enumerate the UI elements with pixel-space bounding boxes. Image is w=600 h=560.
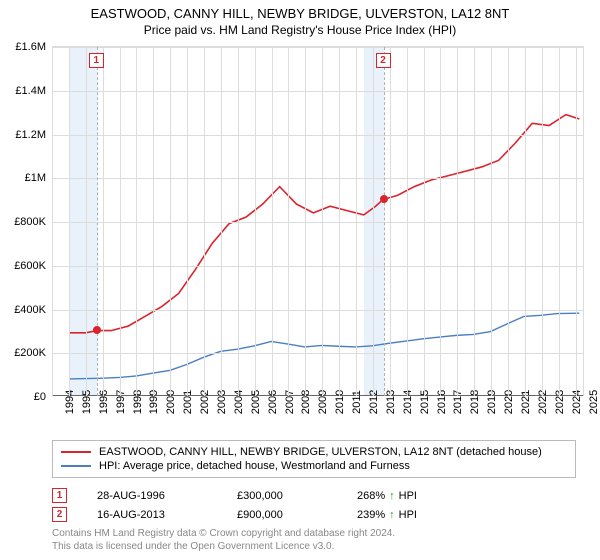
gridline-v [508, 47, 509, 396]
event-row: 1 28-AUG-1996 £300,000 268% ↑ HPI [52, 486, 576, 505]
gridline-v [457, 47, 458, 396]
event-price: £300,000 [237, 490, 327, 502]
gridline-v [170, 47, 171, 396]
gridline-v [255, 47, 256, 396]
gridline-v [491, 47, 492, 396]
gridline-v [204, 47, 205, 396]
gridline-v [52, 47, 53, 396]
events-table: 1 28-AUG-1996 £300,000 268% ↑ HPI 2 16-A… [52, 486, 576, 524]
gridline-v [407, 47, 408, 396]
arrow-up-icon: ↑ [389, 490, 395, 502]
gridline-v [559, 47, 560, 396]
gridline-v [542, 47, 543, 396]
footer-line2: This data is licensed under the Open Gov… [52, 541, 576, 554]
gridline-v [86, 47, 87, 396]
gridline-v [424, 47, 425, 396]
legend: EASTWOOD, CANNY HILL, NEWBY BRIDGE, ULVE… [52, 440, 576, 478]
gridline-h [52, 310, 583, 311]
gridline-v [525, 47, 526, 396]
gridline-h [52, 178, 583, 179]
y-tick-label: £400K [14, 304, 46, 316]
gridline-v [69, 47, 70, 396]
title-block: EASTWOOD, CANNY HILL, NEWBY BRIDGE, ULVE… [0, 0, 600, 37]
gridline-v [474, 47, 475, 396]
y-tick-label: £0 [34, 391, 46, 403]
event-date: 28-AUG-1996 [97, 490, 207, 502]
y-tick-label: £1.2M [15, 129, 46, 141]
legend-swatch-blue [61, 465, 91, 467]
y-tick-label: £1.6M [15, 41, 46, 53]
gridline-v [136, 47, 137, 396]
footer-line1: Contains HM Land Registry data © Crown c… [52, 528, 576, 541]
gridline-v [576, 47, 577, 396]
gridline-v [440, 47, 441, 396]
series-property [69, 115, 579, 333]
gridline-v [339, 47, 340, 396]
event-marker-line [384, 47, 385, 396]
legend-item-property: EASTWOOD, CANNY HILL, NEWBY BRIDGE, ULVE… [61, 445, 567, 459]
gridline-h [52, 266, 583, 267]
y-tick-label: £1.4M [15, 85, 46, 97]
gridline-v [373, 47, 374, 396]
gridline-h [52, 353, 583, 354]
event-marker-line [97, 47, 98, 396]
plot-area: £0£200K£400K£600K£800K£1M£1.2M£1.4M£1.6M… [52, 46, 584, 396]
gridline-h [52, 135, 583, 136]
gridline-v [221, 47, 222, 396]
legend-label-hpi: HPI: Average price, detached house, West… [99, 460, 410, 472]
gridline-h [52, 47, 583, 48]
y-tick-label: £800K [14, 216, 46, 228]
gridline-h [52, 222, 583, 223]
event-pct: 239% ↑ HPI [357, 509, 417, 521]
chart-subtitle: Price paid vs. HM Land Registry's House … [0, 23, 600, 37]
event-marker-box: 1 [89, 53, 104, 68]
y-tick-label: £1M [25, 172, 46, 184]
legend-swatch-red [61, 451, 91, 453]
gridline-v [305, 47, 306, 396]
gridline-v [187, 47, 188, 396]
y-tick-label: £200K [14, 347, 46, 359]
event-marker-dot [93, 326, 101, 334]
gridline-v [390, 47, 391, 396]
gridline-v [238, 47, 239, 396]
arrow-up-icon: ↑ [389, 509, 395, 521]
legend-item-hpi: HPI: Average price, detached house, West… [61, 459, 567, 473]
x-tick-label: 2025 [576, 390, 600, 414]
event-num-box: 2 [52, 507, 67, 522]
series-hpi [69, 313, 579, 379]
event-num-box: 1 [52, 488, 67, 503]
event-price: £900,000 [237, 509, 327, 521]
gridline-v [103, 47, 104, 396]
event-pct: 268% ↑ HPI [357, 490, 417, 502]
event-date: 16-AUG-2013 [97, 509, 207, 521]
gridline-v [356, 47, 357, 396]
event-marker-dot [380, 195, 388, 203]
footer-attribution: Contains HM Land Registry data © Crown c… [52, 528, 576, 553]
gridline-v [120, 47, 121, 396]
gridline-v [153, 47, 154, 396]
chart-title: EASTWOOD, CANNY HILL, NEWBY BRIDGE, ULVE… [0, 6, 600, 21]
gridline-v [272, 47, 273, 396]
chart-frame: EASTWOOD, CANNY HILL, NEWBY BRIDGE, ULVE… [0, 0, 600, 560]
gridline-v [288, 47, 289, 396]
event-marker-box: 2 [376, 53, 391, 68]
legend-label-property: EASTWOOD, CANNY HILL, NEWBY BRIDGE, ULVE… [99, 446, 542, 458]
gridline-h [52, 91, 583, 92]
gridline-v [322, 47, 323, 396]
y-tick-label: £600K [14, 260, 46, 272]
event-row: 2 16-AUG-2013 £900,000 239% ↑ HPI [52, 505, 576, 524]
